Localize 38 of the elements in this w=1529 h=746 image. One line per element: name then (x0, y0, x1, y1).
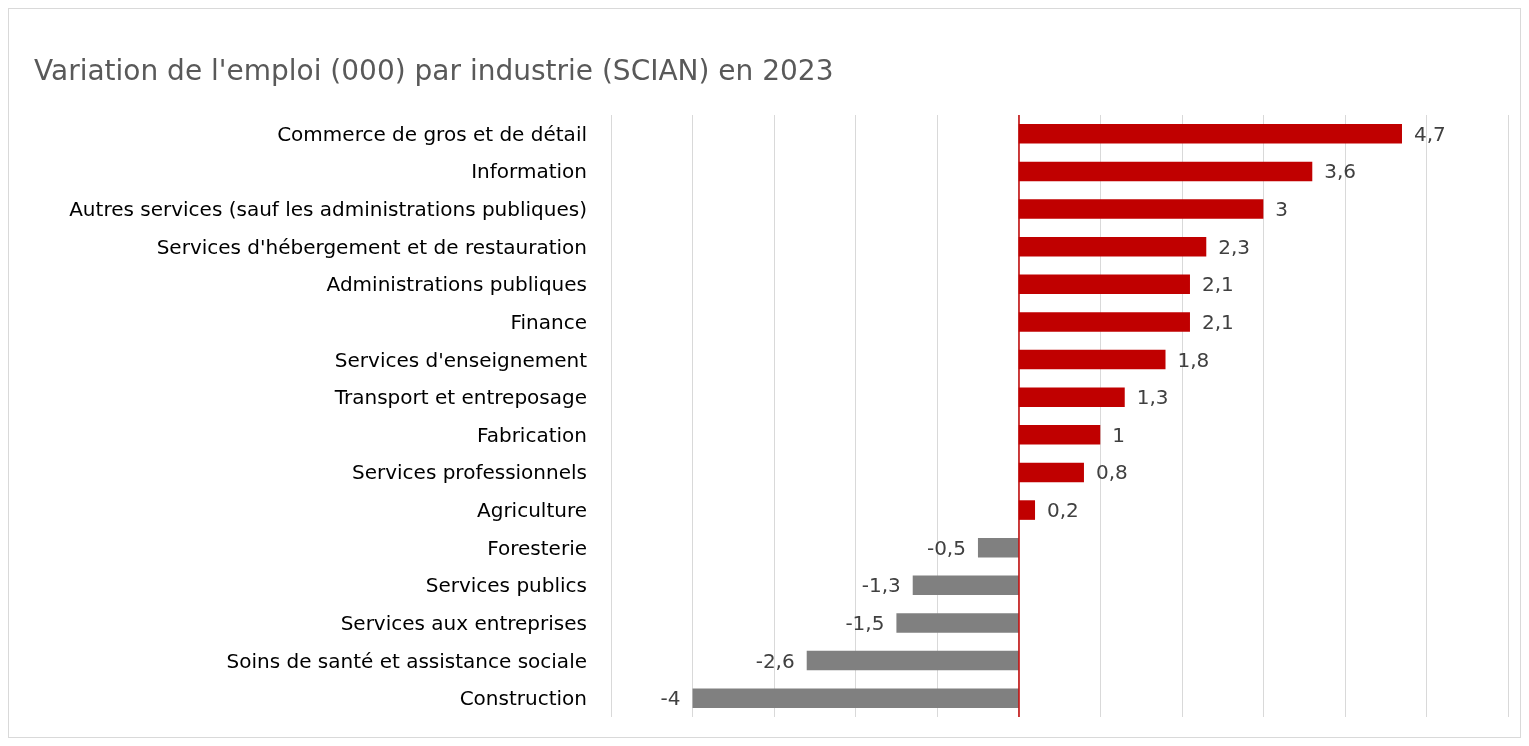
data-label: 3,6 (1324, 159, 1357, 184)
y-tick-label: Agriculture (477, 498, 587, 523)
bar (977, 537, 1019, 558)
y-tick-label: Services d'hébergement et de restauration (156, 234, 587, 259)
data-label: 4,7 (1413, 121, 1446, 146)
bar (692, 688, 1019, 708)
data-label: 3 (1275, 197, 1289, 222)
bar (896, 613, 1019, 633)
data-label: -1,3 (861, 573, 901, 598)
data-label: 0,2 (1047, 498, 1079, 523)
y-tick-label: Soins de santé et assistance sociale (226, 648, 587, 673)
y-tick-label: Services aux entreprises (340, 610, 587, 635)
data-label: 2,3 (1218, 234, 1251, 259)
y-tick-label: Transport et entreposage (333, 385, 587, 410)
data-label: 2,1 (1201, 272, 1234, 297)
y-tick-label: Autres services (sauf les administrations publiques) (69, 197, 587, 222)
y-tick-label: Commerce de gros et de détail (277, 121, 587, 146)
y-tick-label: Information (471, 159, 587, 184)
y-tick-label: Construction (459, 686, 587, 711)
bar (912, 575, 1019, 596)
bar (806, 650, 1019, 671)
chart-title: Variation de l'emploi (000) par industrie (SCIAN) en 2023 (34, 53, 834, 87)
data-label: 1,3 (1136, 385, 1169, 410)
y-tick-label: Administrations publiques (326, 272, 587, 297)
data-label: 0,8 (1095, 460, 1128, 485)
data-label: 1 (1112, 422, 1126, 447)
y-tick-label: Services professionnels (351, 460, 587, 485)
y-tick-label: Services publics (425, 573, 587, 598)
data-label: -4 (660, 686, 681, 711)
data-label: -2,6 (755, 648, 795, 673)
y-tick-label: Services d'enseignement (334, 347, 588, 372)
data-label: -1,5 (845, 610, 885, 635)
y-tick-label: Fabrication (477, 422, 587, 447)
y-tick-label: Finance (510, 309, 587, 334)
y-tick-label: Foresterie (487, 535, 587, 560)
data-label: 1,8 (1177, 347, 1210, 372)
data-label: 2,1 (1201, 309, 1234, 334)
data-label: -0,5 (926, 535, 966, 560)
